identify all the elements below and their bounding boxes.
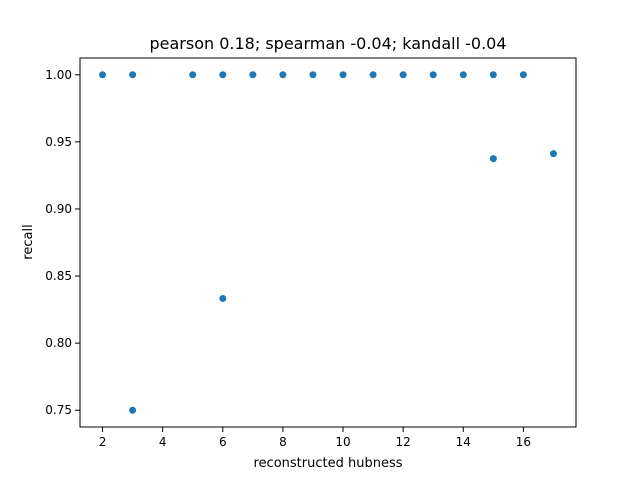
x-tick-label: 8 [279, 435, 287, 449]
y-tick-label: 0.90 [45, 202, 72, 216]
y-tick-label: 0.75 [45, 403, 72, 417]
x-tick-label: 4 [159, 435, 167, 449]
data-point [519, 71, 527, 79]
data-point [309, 71, 317, 79]
chart-title: pearson 0.18; spearman -0.04; kandall -0… [149, 34, 506, 53]
y-tick-label: 1.00 [45, 68, 72, 82]
x-tick-label: 16 [516, 435, 531, 449]
data-point [549, 150, 557, 158]
data-point [129, 71, 137, 79]
plot-frame [79, 57, 577, 428]
x-axis-label: reconstructed hubness [254, 456, 403, 471]
y-tick-label: 0.85 [45, 269, 72, 283]
y-axis-label: recall [21, 224, 36, 259]
x-tick-label: 2 [99, 435, 107, 449]
data-point [219, 71, 227, 79]
y-axis-ticks: 0.75 0.80 0.85 0.90 0.95 1.00 [45, 68, 80, 417]
data-point [369, 71, 377, 79]
data-point [399, 71, 407, 79]
data-point [279, 71, 287, 79]
x-tick-label: 10 [335, 435, 350, 449]
data-point [249, 71, 257, 79]
x-tick-label: 12 [396, 435, 411, 449]
data-point [339, 71, 347, 79]
data-point [489, 71, 497, 79]
data-point [489, 155, 497, 163]
data-point [459, 71, 467, 79]
y-tick-label: 0.80 [45, 336, 72, 350]
x-axis-ticks: 2 4 6 8 10 12 14 16 [99, 427, 531, 449]
data-point [99, 71, 107, 79]
data-point [129, 406, 137, 414]
x-tick-label: 6 [219, 435, 227, 449]
data-point [429, 71, 437, 79]
y-tick-label: 0.95 [45, 135, 72, 149]
x-tick-label: 14 [456, 435, 471, 449]
data-points [99, 71, 557, 414]
data-point [189, 71, 197, 79]
data-point [219, 294, 227, 302]
